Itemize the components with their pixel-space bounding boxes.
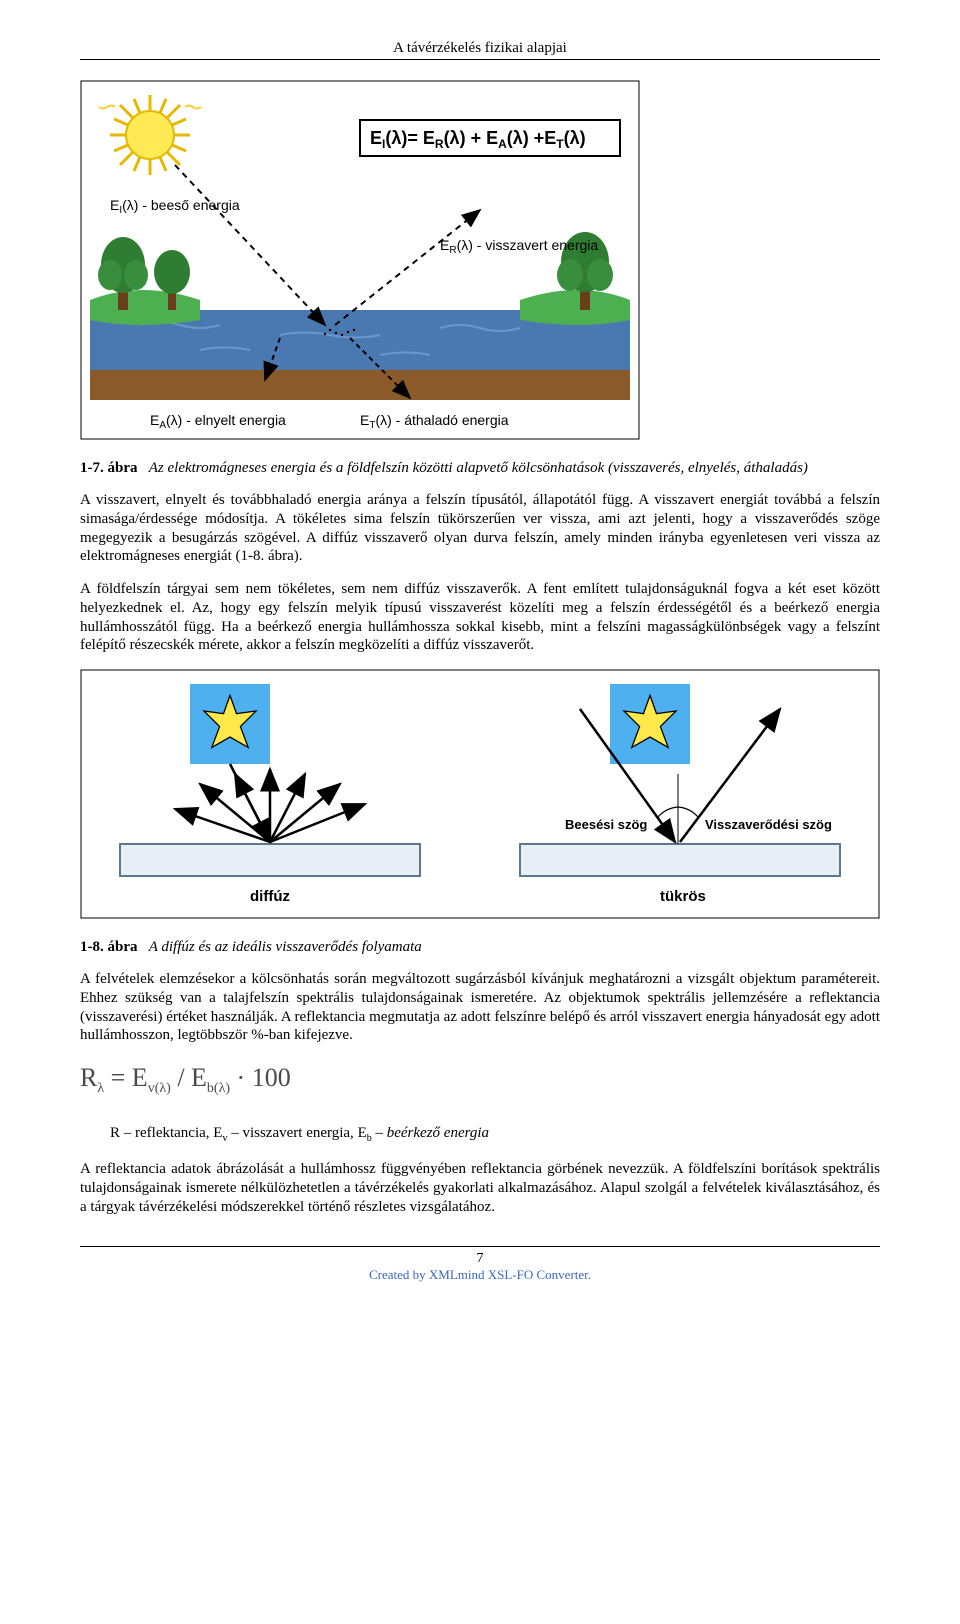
reflectance-formula: Rλ = Ev(λ) / Eb(λ) · 100 bbox=[80, 1063, 880, 1097]
paragraph-4: A reflektancia adatok ábrázolását a hull… bbox=[80, 1160, 880, 1216]
figure-2-svg: diffúz Beesési szög Vissza bbox=[80, 669, 880, 919]
legend-r: R – reflektancia, bbox=[110, 1125, 213, 1141]
svg-text:EI(λ)= ER(λ) + EA(λ) +ET(λ): EI(λ)= ER(λ) + EA(λ) +ET(λ) bbox=[370, 128, 586, 151]
caption-1-num: 1-7. ábra bbox=[80, 460, 138, 476]
paragraph-3: A felvételek elemzésekor a kölcsönhatás … bbox=[80, 970, 880, 1045]
svg-text:Beesési szög: Beesési szög bbox=[565, 817, 647, 832]
figure-1-caption: 1-7. ábra Az elektromágneses energia és … bbox=[80, 460, 880, 477]
figure-2-caption: 1-8. ábra A diffúz és az ideális visszav… bbox=[80, 939, 880, 956]
legend-ev-txt: – visszavert energia, bbox=[227, 1125, 357, 1141]
generator-credit: Created by XMLmind XSL-FO Converter. bbox=[80, 1267, 880, 1283]
paragraph-1: A visszavert, elnyelt és továbbhaladó en… bbox=[80, 491, 880, 566]
page-footer: 7 Created by XMLmind XSL-FO Converter. bbox=[80, 1246, 880, 1283]
caption-1-title: Az elektromágneses energia és a földfels… bbox=[149, 460, 808, 476]
fig2-label-diffuse: diffúz bbox=[250, 888, 290, 905]
figure-1: EI(λ)= ER(λ) + EA(λ) +ET(λ) bbox=[80, 80, 880, 440]
legend-eb: E bbox=[358, 1125, 367, 1141]
formula-legend: R – reflektancia, Ev – visszavert energi… bbox=[110, 1125, 880, 1144]
legend-eb-txt: – beérkező energia bbox=[372, 1125, 489, 1141]
fig2-label-specular: tükrös bbox=[660, 888, 706, 905]
paragraph-2: A földfelszín tárgyai sem nem tökéletes,… bbox=[80, 580, 880, 655]
page-number: 7 bbox=[80, 1251, 880, 1267]
caption-2-title: A diffúz és az ideális visszaverődés fol… bbox=[149, 939, 422, 955]
svg-text:Visszaverődési szög: Visszaverődési szög bbox=[705, 817, 832, 832]
caption-2-num: 1-8. ábra bbox=[80, 939, 138, 955]
figure-1-svg: EI(λ)= ER(λ) + EA(λ) +ET(λ) bbox=[80, 80, 640, 440]
figure-2: diffúz Beesési szög Vissza bbox=[80, 669, 880, 919]
page-header: A távérzékelés fizikai alapjai bbox=[80, 40, 880, 60]
